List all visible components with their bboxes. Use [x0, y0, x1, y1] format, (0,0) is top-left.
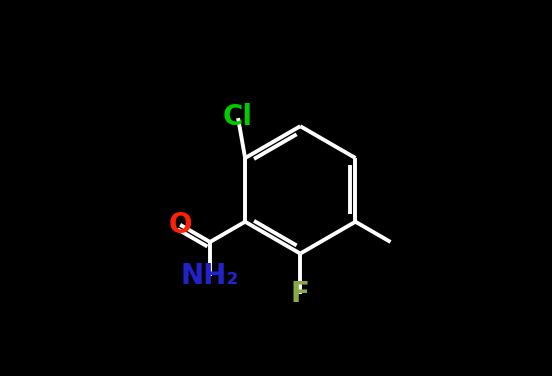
Text: Cl: Cl: [223, 103, 253, 131]
Text: NH₂: NH₂: [181, 262, 239, 290]
Text: F: F: [291, 280, 310, 308]
Text: O: O: [168, 211, 192, 239]
